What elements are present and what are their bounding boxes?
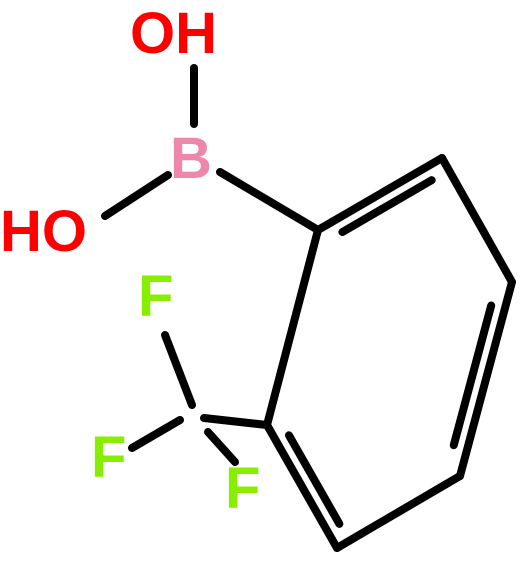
atom-f1: F bbox=[138, 268, 173, 326]
bond-ring_c1_c2 bbox=[318, 158, 442, 232]
atom-ho: HO bbox=[0, 203, 87, 261]
atom-f3: F bbox=[225, 460, 260, 518]
bond-ring_c3_c4 bbox=[454, 282, 512, 476]
bond-ring_c5_c6 bbox=[267, 425, 339, 548]
bond-ring_c6_c1 bbox=[267, 230, 318, 425]
atom-f2: F bbox=[91, 429, 126, 487]
bond-ring_c2_c3 bbox=[442, 158, 512, 282]
bond-cf3_f2 bbox=[132, 420, 180, 448]
bond-B_left bbox=[105, 175, 168, 216]
atom-b: B bbox=[170, 130, 212, 188]
bond-ring_c4_c5 bbox=[337, 476, 460, 548]
atom-oh1: OH bbox=[130, 5, 217, 63]
bond-cf3_f1 bbox=[165, 335, 192, 405]
bond-c6_cf3 bbox=[204, 418, 267, 425]
bond-B_right bbox=[220, 172, 318, 230]
bond-layer bbox=[0, 0, 528, 561]
